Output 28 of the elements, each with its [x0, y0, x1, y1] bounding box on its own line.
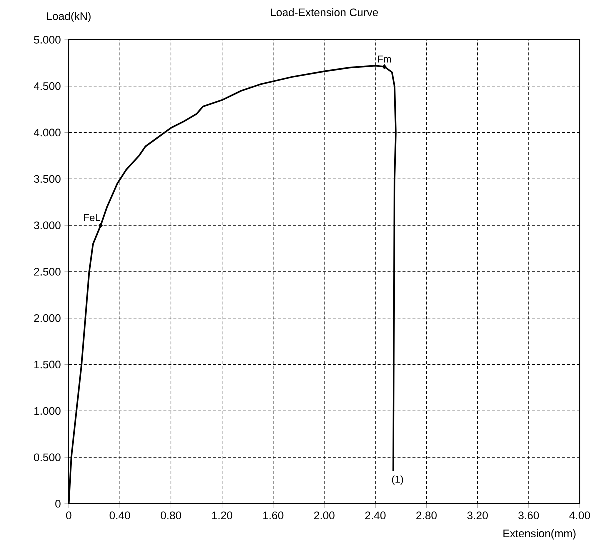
annotation: FeL [84, 214, 100, 222]
y-tick-label: 2.500 [34, 268, 61, 276]
x-axis-title: Extension(mm) [504, 530, 576, 540]
y-tick-label: 1.500 [34, 360, 61, 369]
x-tick-label: 1.60 [264, 512, 284, 520]
y-tick-label: 4.500 [34, 82, 61, 90]
y-tick-label: 5.000 [34, 36, 61, 44]
y-axis-title: Load(kN) [47, 12, 91, 22]
annotation: (1) [392, 476, 404, 485]
x-tick-label: 0.80 [160, 512, 182, 520]
x-tick-label: 1.20 [212, 512, 233, 520]
y-tick-label: 3.500 [34, 175, 61, 184]
x-tick-label: 2.00 [314, 512, 335, 520]
x-tick-label: 3.60 [518, 512, 540, 520]
x-tick-label: 4.00 [570, 512, 590, 520]
y-tick-label: 4.000 [34, 128, 61, 137]
y-tick-label: 0 [56, 500, 61, 508]
x-tick-label: 2.80 [416, 512, 437, 520]
chart-title: Load-Extension Curve [271, 8, 378, 16]
y-tick-label: 1.000 [34, 407, 61, 416]
x-tick-label: 0.40 [110, 512, 130, 520]
annotation: Fm [378, 56, 392, 63]
x-tick-label: 0 [66, 512, 72, 520]
x-tick-label: 2.40 [365, 512, 386, 520]
y-tick-label: 2.000 [34, 314, 61, 322]
y-tick-label: 3.000 [34, 222, 61, 230]
x-tick-label: 3.20 [468, 512, 488, 520]
y-tick-label: 0.500 [34, 454, 61, 462]
